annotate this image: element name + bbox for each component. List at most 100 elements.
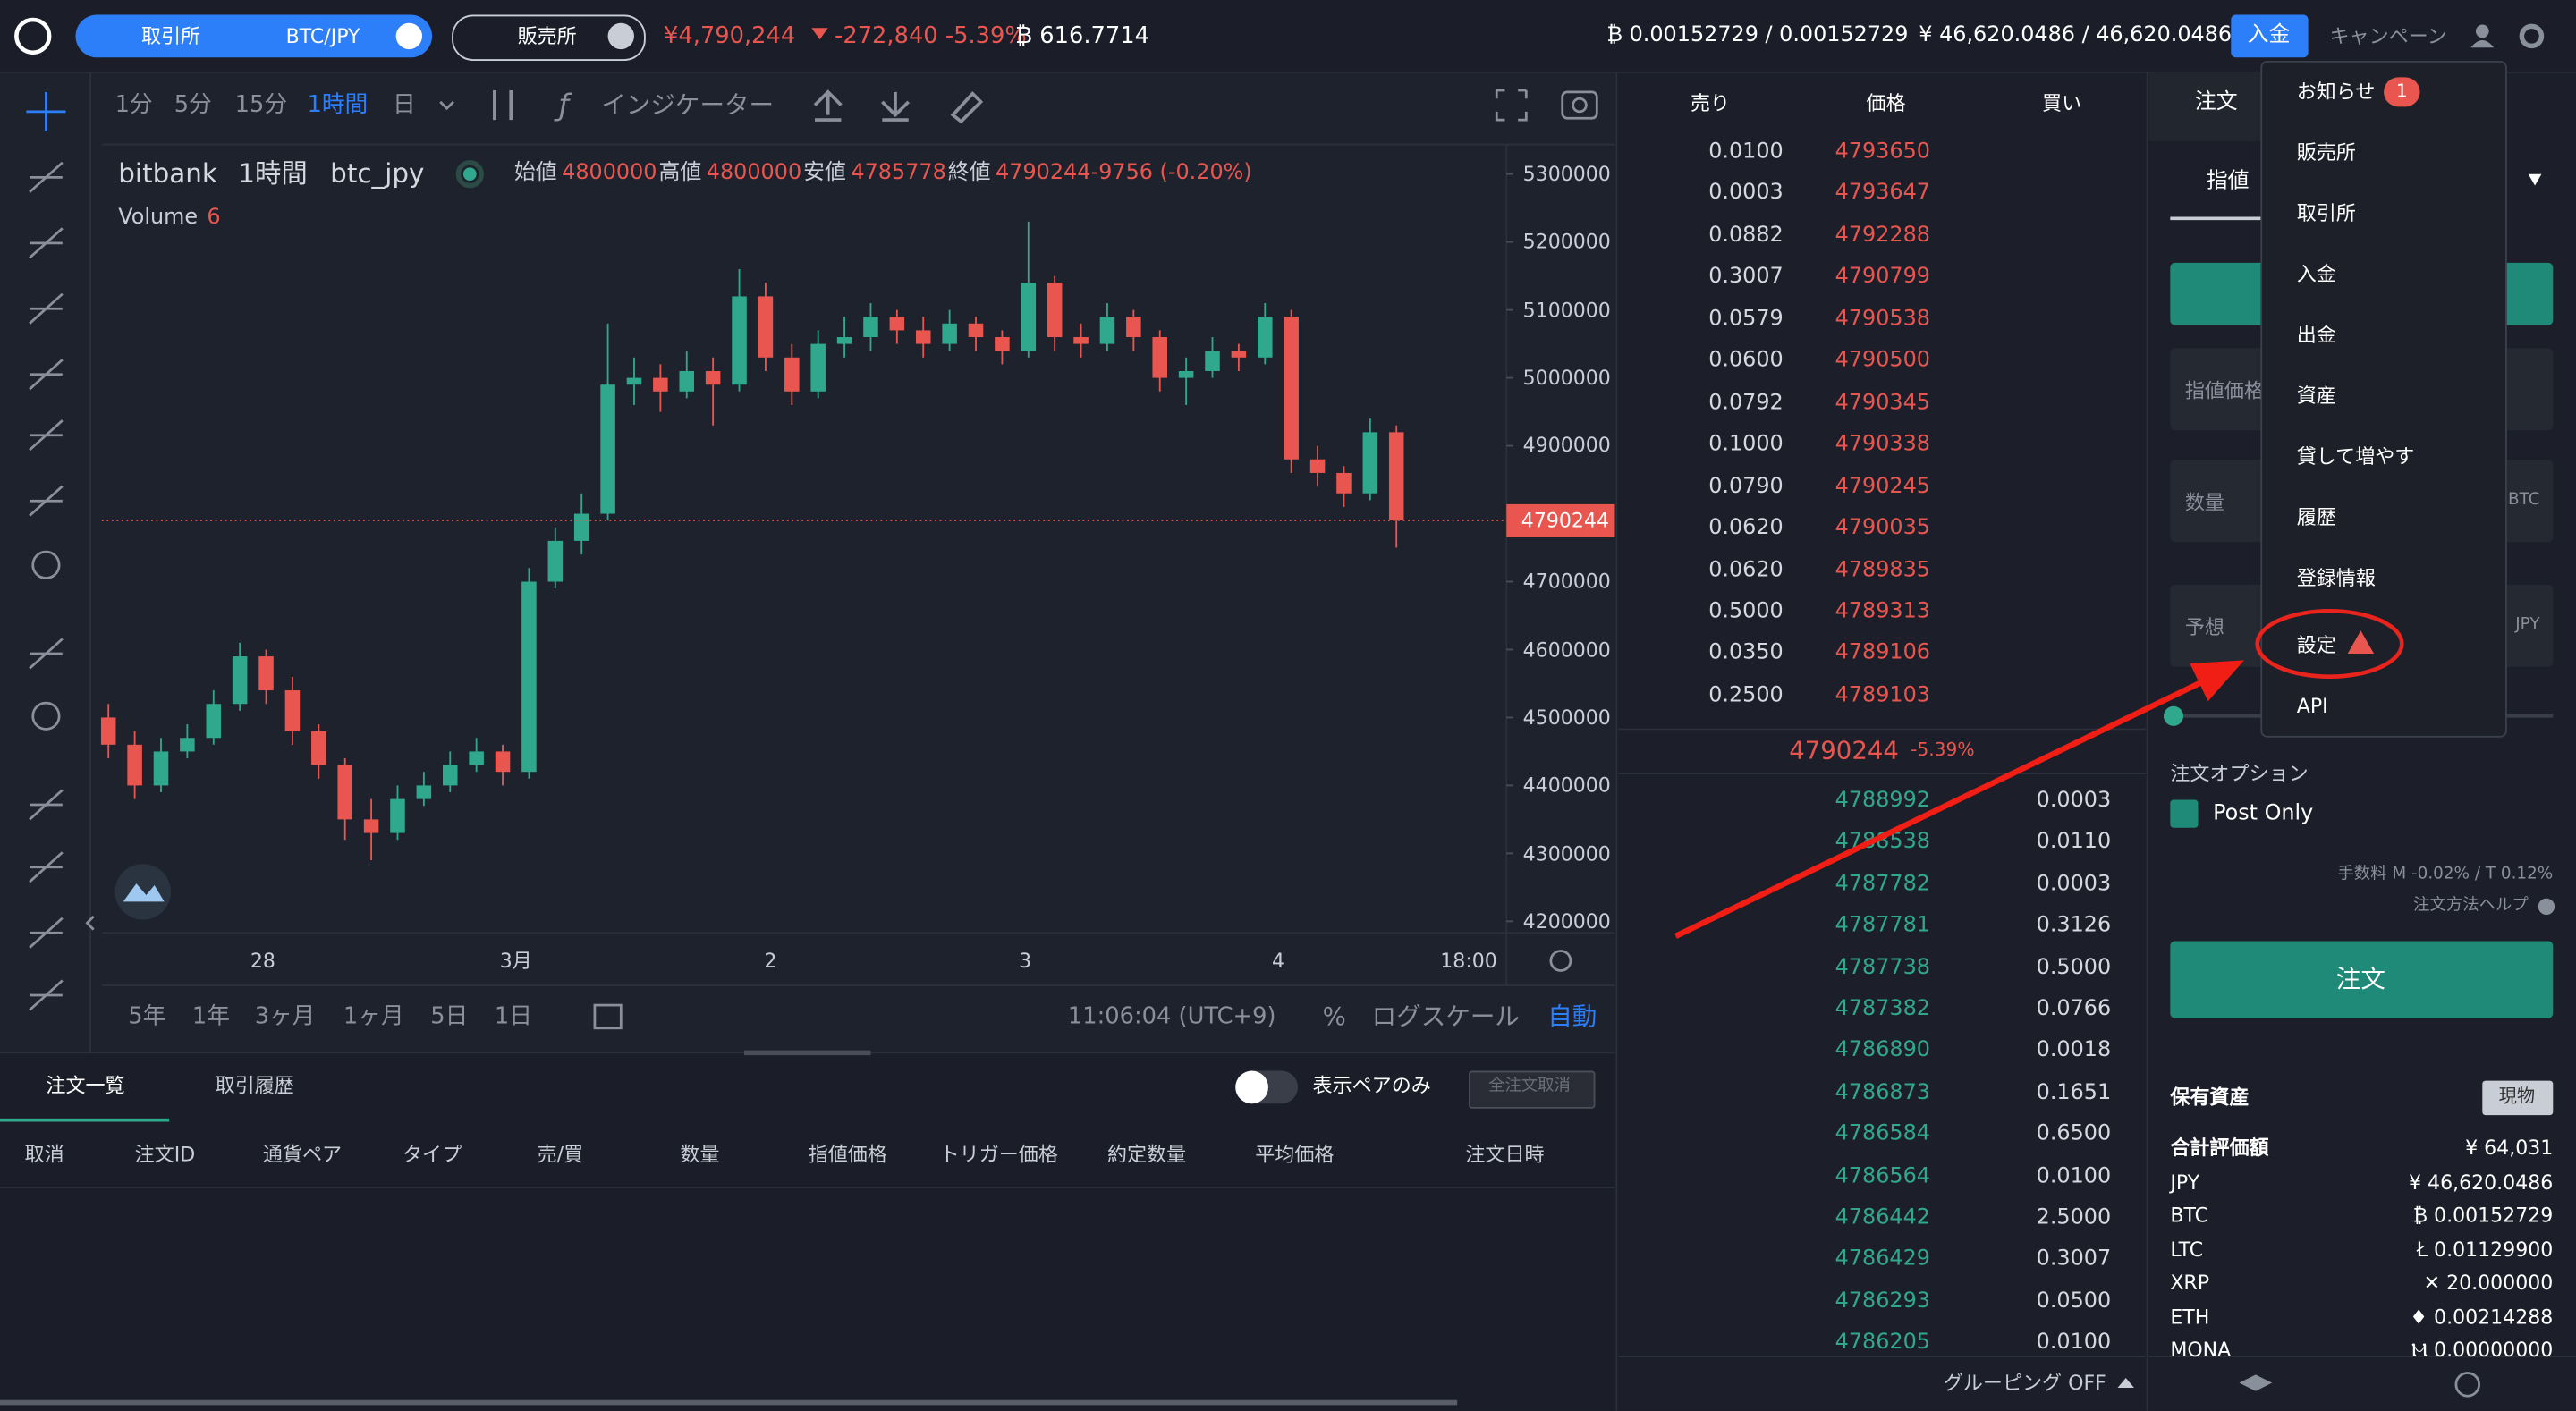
tool-icon xyxy=(29,979,64,1011)
candle-body xyxy=(626,377,642,385)
bid-price[interactable]: 4788538 xyxy=(1835,830,1930,855)
bid-price[interactable]: 4788992 xyxy=(1835,788,1930,814)
toolbar-icon xyxy=(493,90,513,121)
ask-price[interactable]: 4790500 xyxy=(1835,348,1930,374)
order-type-tab[interactable]: 指値 xyxy=(2206,169,2250,194)
interval-button[interactable]: 15分 xyxy=(234,91,288,119)
bid-price[interactable]: 4786205 xyxy=(1835,1331,1930,1356)
orders-tab[interactable]: 注文一覧 xyxy=(46,1074,125,1097)
interval-button[interactable]: 1分 xyxy=(114,91,153,119)
ask-price[interactable]: 4790799 xyxy=(1835,265,1930,290)
ask-price[interactable]: 4792288 xyxy=(1835,223,1930,249)
ask-price[interactable]: 4790538 xyxy=(1835,307,1930,332)
menu-item[interactable]: API xyxy=(2296,694,2328,718)
candle-body xyxy=(1099,317,1115,344)
y-tick-label: 5100000 xyxy=(1522,298,1611,322)
menu-item[interactable]: お知らせ xyxy=(2296,80,2376,104)
asset-value: ♦ 0.00214288 xyxy=(2410,1305,2554,1328)
range-button[interactable]: 5日 xyxy=(430,1003,469,1030)
ask-price[interactable]: 4793650 xyxy=(1835,139,1930,165)
caret xyxy=(2528,173,2542,186)
ask-price[interactable]: 4790345 xyxy=(1835,390,1930,416)
ask-price[interactable]: 4790338 xyxy=(1835,432,1930,457)
assets-title: 保有資産 xyxy=(2170,1086,2250,1109)
menu-item[interactable]: 資産 xyxy=(2296,384,2336,408)
ask-price[interactable]: 4790245 xyxy=(1835,474,1930,499)
menu-item[interactable]: 販売所 xyxy=(2296,140,2356,165)
ask-price[interactable]: 4793647 xyxy=(1835,181,1930,207)
ask-price[interactable]: 4789103 xyxy=(1835,682,1930,708)
bid-price[interactable]: 4787782 xyxy=(1835,871,1930,897)
range-button[interactable]: 5年 xyxy=(128,1003,166,1030)
ask-price[interactable]: 4789313 xyxy=(1835,599,1930,624)
ask-amount: 0.0350 xyxy=(1708,641,1784,666)
pair-selector[interactable]: BTC/JPY xyxy=(285,24,360,48)
candle-body xyxy=(1258,317,1273,358)
calendar-icon xyxy=(593,1003,623,1030)
percent-toggle[interactable]: % xyxy=(1322,1001,1346,1032)
bid-price[interactable]: 4786293 xyxy=(1835,1288,1930,1314)
bid-price[interactable]: 4786564 xyxy=(1835,1163,1930,1189)
ask-price[interactable]: 4789835 xyxy=(1835,557,1930,583)
ask-amount: 0.0600 xyxy=(1708,348,1784,374)
deposit-button-label[interactable]: 入金 xyxy=(2247,22,2291,48)
ask-price[interactable]: 4790035 xyxy=(1835,515,1930,541)
exchange-pill[interactable] xyxy=(75,14,433,58)
help-link[interactable]: 注文方法ヘルプ xyxy=(2413,896,2529,916)
bid-price[interactable]: 4786584 xyxy=(1835,1121,1930,1147)
bid-price[interactable]: 4786890 xyxy=(1835,1038,1930,1064)
ask-price[interactable]: 4789106 xyxy=(1835,641,1930,666)
menu-item[interactable]: 出金 xyxy=(2296,323,2336,347)
submit-button[interactable] xyxy=(2170,941,2554,1018)
bid-price[interactable]: 4786429 xyxy=(1835,1246,1930,1272)
indicator-button[interactable]: インジケーター xyxy=(601,90,775,121)
tool-icon xyxy=(29,161,64,193)
range-button[interactable]: 1日 xyxy=(494,1003,532,1030)
ask-amount: 0.5000 xyxy=(1708,599,1784,624)
checkbox[interactable] xyxy=(2170,799,2199,828)
bid-amount: 0.1651 xyxy=(2036,1080,2112,1105)
cancel-all-label[interactable]: 全注文取消 xyxy=(1488,1077,1571,1096)
current-price-label: 4790244 xyxy=(1521,509,1609,532)
menu-item[interactable]: 設定 xyxy=(2296,633,2336,657)
grouping-toggle[interactable]: グルーピング OFF xyxy=(1943,1371,2106,1395)
bid-price[interactable]: 4786873 xyxy=(1835,1080,1930,1105)
campaign-link[interactable]: キャンペーン xyxy=(2329,24,2447,48)
log-scale-toggle[interactable]: ログスケール xyxy=(1371,1001,1521,1032)
menu-item[interactable]: 取引所 xyxy=(2296,201,2356,225)
input-unit: JPY xyxy=(2515,615,2540,634)
order-tab-label[interactable]: 注文 xyxy=(2194,90,2238,115)
menu-item[interactable]: 入金 xyxy=(2296,262,2336,286)
bid-price[interactable]: 4786442 xyxy=(1835,1205,1930,1230)
deposit-button[interactable] xyxy=(2231,14,2309,58)
menu-item[interactable]: 登録情報 xyxy=(2296,566,2376,590)
bid-price[interactable]: 4787781 xyxy=(1835,913,1930,939)
column-header: 数量 xyxy=(680,1143,720,1167)
axis-settings-icon xyxy=(1549,950,1572,972)
auto-toggle[interactable]: 自動 xyxy=(1547,1001,1597,1032)
bid-price[interactable]: 4787382 xyxy=(1835,996,1930,1022)
broker-tab[interactable]: 販売所 xyxy=(517,24,577,48)
range-button[interactable]: 3ヶ月 xyxy=(254,1003,316,1030)
submit-label[interactable]: 注文 xyxy=(2335,964,2385,994)
bid-price[interactable]: 4787738 xyxy=(1835,955,1930,980)
candle-body xyxy=(1046,283,1063,338)
range-button[interactable]: 1ヶ月 xyxy=(343,1003,404,1030)
candle-body xyxy=(284,690,301,731)
broker-pill[interactable] xyxy=(452,14,646,61)
tool-icon xyxy=(29,638,64,670)
menu-item[interactable]: 履歴 xyxy=(2296,505,2336,529)
status-dot xyxy=(462,167,477,182)
range-button[interactable]: 1年 xyxy=(191,1003,230,1030)
y-tick-label: 5000000 xyxy=(1522,366,1611,390)
ask-amount: 0.2500 xyxy=(1708,682,1784,708)
menu-item[interactable]: 貸して増やす xyxy=(2296,444,2415,469)
candle-body xyxy=(258,656,274,691)
interval-button[interactable]: 日 xyxy=(392,91,416,119)
cancel-all-button[interactable] xyxy=(1469,1070,1596,1109)
interval-button[interactable]: 1時間 xyxy=(307,91,369,119)
history-tab[interactable]: 取引履歴 xyxy=(215,1074,294,1097)
exchange-tab[interactable]: 取引所 xyxy=(140,24,201,48)
interval-button[interactable]: 5分 xyxy=(174,91,212,119)
